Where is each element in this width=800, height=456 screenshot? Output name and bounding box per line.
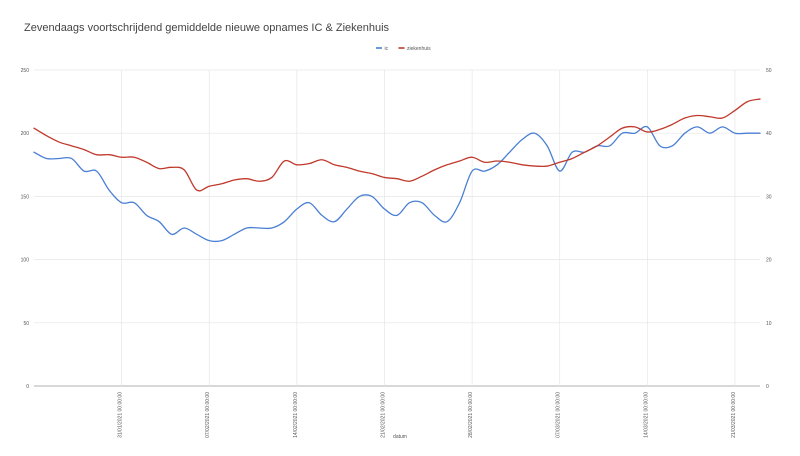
tick-labels: 0 50 100 150 200 250 0 10 20 30 40 50 31/01/2021 00:… [21, 68, 772, 438]
y-left-tick-label: 250 [21, 68, 30, 74]
x-tick-label: 21/02/2021 00:00:00 [380, 392, 386, 438]
legend[interactable]: ic ziekenhuis [376, 46, 431, 52]
y-left-tick-label: 150 [21, 194, 30, 200]
x-tick-label: 07/02/2021 00:00:00 [205, 392, 211, 438]
x-tick-label: 07/03/2021 00:00:00 [556, 392, 562, 438]
x-tick-label: 14/02/2021 00:00:00 [293, 392, 299, 438]
x-axis-label: datum [393, 434, 407, 440]
legend-label-ziekenhuis: ziekenhuis [407, 46, 431, 52]
y-right-tick-label: 0 [766, 384, 769, 390]
y-right-tick-label: 20 [766, 258, 772, 264]
chart-title: Zevendaags voortschrijdend gemiddelde ni… [24, 22, 390, 34]
y-left-tick-label: 200 [21, 131, 30, 137]
x-tick-label: 31/01/2021 00:00:00 [118, 392, 124, 438]
series-line-ziekenhuis [33, 98, 761, 192]
gridlines [34, 69, 760, 387]
series-line-ic [33, 125, 761, 243]
x-tick-label: 14/03/2021 00:00:00 [643, 392, 649, 438]
x-tick-label: 28/02/2021 00:00:00 [468, 392, 474, 438]
y-left-tick-label: 50 [23, 321, 29, 327]
x-tick-label: 21/03/2021 00:00:00 [731, 392, 737, 438]
y-left-tick-label: 0 [26, 384, 29, 390]
series-layer [33, 98, 761, 243]
y-right-tick-label: 30 [766, 194, 772, 200]
y-left-tick-label: 100 [21, 258, 30, 264]
legend-label-ic: ic [385, 46, 389, 52]
y-right-tick-label: 50 [766, 68, 772, 74]
y-right-tick-label: 40 [766, 131, 772, 137]
y-right-tick-label: 10 [766, 321, 772, 327]
